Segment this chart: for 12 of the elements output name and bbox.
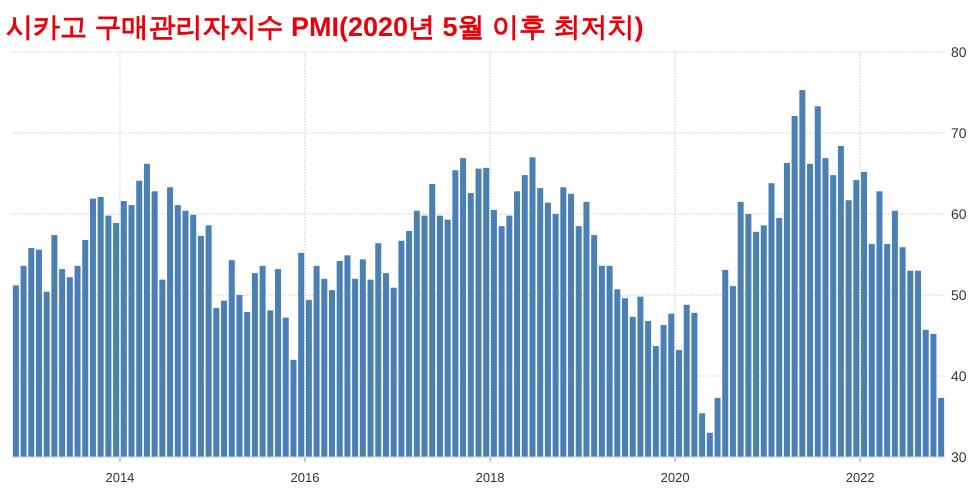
x-tick-label: 2022 [846,470,875,485]
x-tick-label: 2018 [476,470,505,485]
y-tick-label: 60 [951,206,967,222]
y-tick-label: 80 [951,44,967,60]
y-tick-label: 50 [951,287,967,303]
y-tick-label: 70 [951,125,967,141]
y-tick-label: 30 [951,449,967,465]
x-tick-label: 2020 [660,470,690,485]
y-tick-label: 40 [951,368,967,384]
x-tick-label: 2014 [105,470,134,485]
x-tick-label: 2016 [290,470,320,485]
chart-title: 시카고 구매관리자지수 PMI(2020년 5월 이후 최저치) [6,12,644,42]
